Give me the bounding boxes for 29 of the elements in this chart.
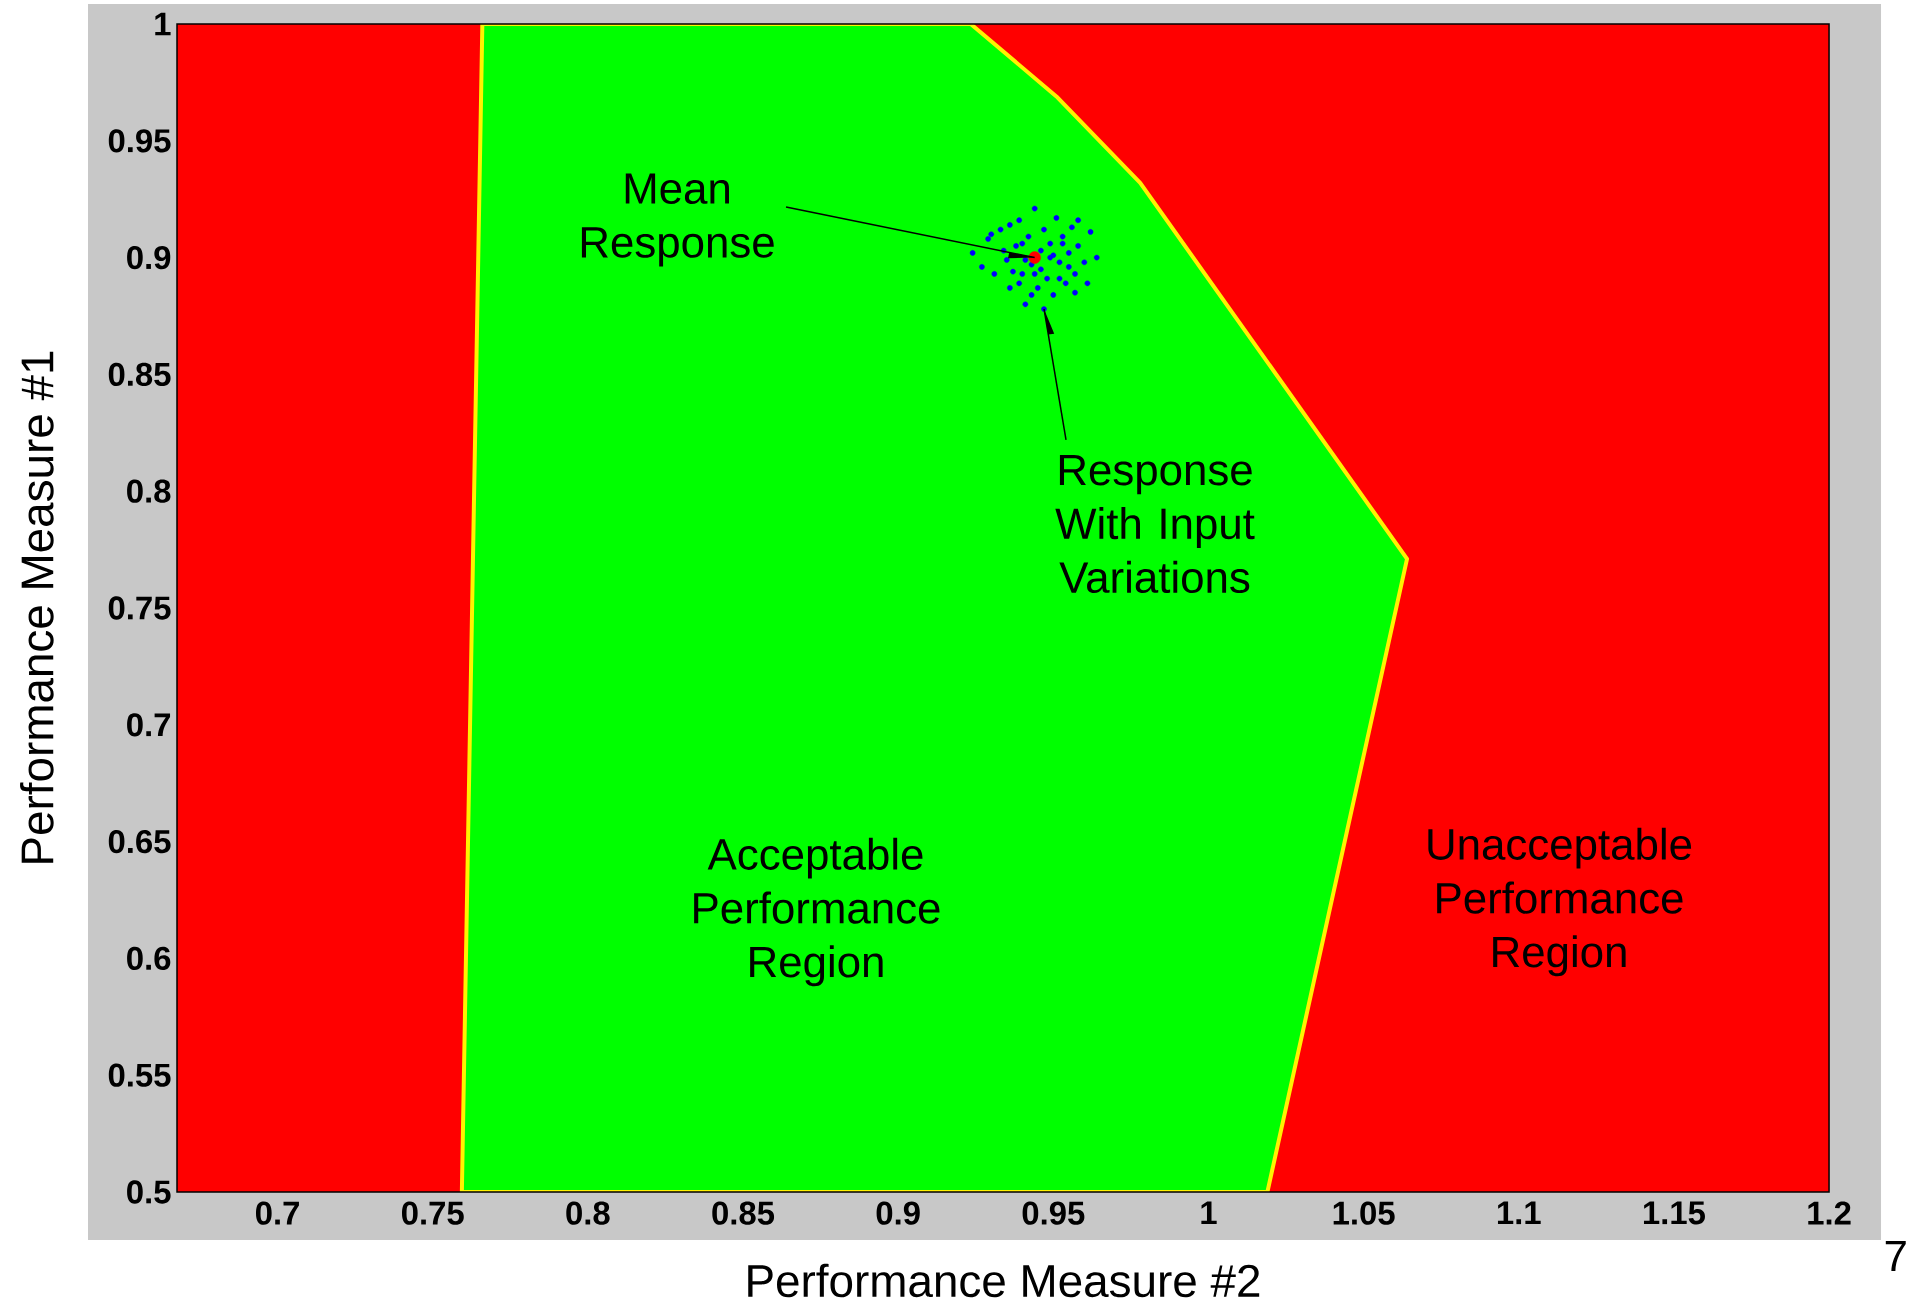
x-tick-label: 1 xyxy=(1201,1201,1217,1225)
y-tick-label: 0.6 xyxy=(127,946,171,971)
y-tick-label: 0.9 xyxy=(127,245,171,270)
y-axis-title: Performance Measure #1 xyxy=(20,351,54,863)
annotation: Response With Input Variations xyxy=(1055,454,1255,594)
text: 7 xyxy=(1885,1240,1906,1272)
y-tick-label: 0.8 xyxy=(127,479,171,503)
y-tick-label: 0.5 xyxy=(127,1180,171,1204)
annotation: Unacceptable Performance Region xyxy=(1428,827,1692,977)
x-tick-label: 0.95 xyxy=(1022,1201,1085,1225)
x-tick-label: 0.8 xyxy=(566,1201,610,1225)
y-tick-label: 0.55 xyxy=(108,1063,171,1087)
x-tick-label: 1.05 xyxy=(1333,1201,1395,1225)
y-tick-label: 1 xyxy=(155,12,171,36)
x-tick-label: 1.15 xyxy=(1643,1201,1705,1225)
x-axis-title: Performance Measure #2 xyxy=(748,1263,1260,1298)
y-tick-label: 0.85 xyxy=(108,362,171,387)
x-tick-label: 0.9 xyxy=(876,1201,920,1225)
x-tick-label: 1.1 xyxy=(1497,1201,1541,1225)
x-tick-label: 0.75 xyxy=(402,1201,464,1225)
y-tick-label: 0.7 xyxy=(127,713,171,737)
annotation: Acceptable Performance Region xyxy=(694,837,940,987)
annotation: Mean Response xyxy=(581,173,774,267)
x-tick-label: 0.7 xyxy=(255,1201,299,1225)
x-tick-label: 0.85 xyxy=(712,1201,775,1225)
y-tick-label: 0.75 xyxy=(108,596,171,620)
y-tick-label: 0.95 xyxy=(108,129,171,153)
y-tick-label: 0.65 xyxy=(108,829,171,854)
x-tick-label: 1.2 xyxy=(1808,1201,1851,1225)
